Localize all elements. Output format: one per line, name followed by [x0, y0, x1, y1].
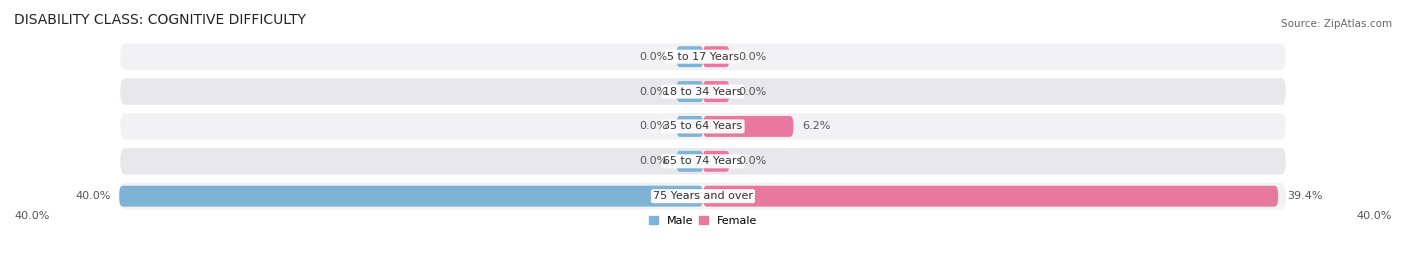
Text: 75 Years and over: 75 Years and over: [652, 191, 754, 201]
Legend: Male, Female: Male, Female: [644, 211, 762, 230]
FancyBboxPatch shape: [120, 182, 1286, 210]
FancyBboxPatch shape: [120, 186, 703, 207]
FancyBboxPatch shape: [676, 81, 703, 102]
Text: 0.0%: 0.0%: [640, 121, 668, 132]
FancyBboxPatch shape: [703, 46, 730, 67]
Text: 40.0%: 40.0%: [75, 191, 111, 201]
FancyBboxPatch shape: [676, 116, 703, 137]
Text: 0.0%: 0.0%: [738, 52, 766, 62]
Text: 0.0%: 0.0%: [738, 87, 766, 97]
Text: 0.0%: 0.0%: [640, 52, 668, 62]
Text: DISABILITY CLASS: COGNITIVE DIFFICULTY: DISABILITY CLASS: COGNITIVE DIFFICULTY: [14, 13, 307, 27]
FancyBboxPatch shape: [703, 186, 1278, 207]
FancyBboxPatch shape: [676, 151, 703, 172]
FancyBboxPatch shape: [703, 151, 730, 172]
FancyBboxPatch shape: [120, 112, 1286, 141]
Text: 0.0%: 0.0%: [640, 156, 668, 166]
Text: Source: ZipAtlas.com: Source: ZipAtlas.com: [1281, 19, 1392, 29]
Text: 6.2%: 6.2%: [803, 121, 831, 132]
FancyBboxPatch shape: [120, 43, 1286, 71]
FancyBboxPatch shape: [120, 147, 1286, 176]
FancyBboxPatch shape: [703, 81, 730, 102]
Text: 0.0%: 0.0%: [738, 156, 766, 166]
FancyBboxPatch shape: [703, 116, 793, 137]
Text: 5 to 17 Years: 5 to 17 Years: [666, 52, 740, 62]
Text: 18 to 34 Years: 18 to 34 Years: [664, 87, 742, 97]
FancyBboxPatch shape: [676, 46, 703, 67]
Text: 39.4%: 39.4%: [1286, 191, 1323, 201]
Text: 35 to 64 Years: 35 to 64 Years: [664, 121, 742, 132]
Text: 65 to 74 Years: 65 to 74 Years: [664, 156, 742, 166]
FancyBboxPatch shape: [120, 77, 1286, 106]
Text: 0.0%: 0.0%: [640, 87, 668, 97]
Text: 40.0%: 40.0%: [1357, 211, 1392, 221]
Text: 40.0%: 40.0%: [14, 211, 49, 221]
